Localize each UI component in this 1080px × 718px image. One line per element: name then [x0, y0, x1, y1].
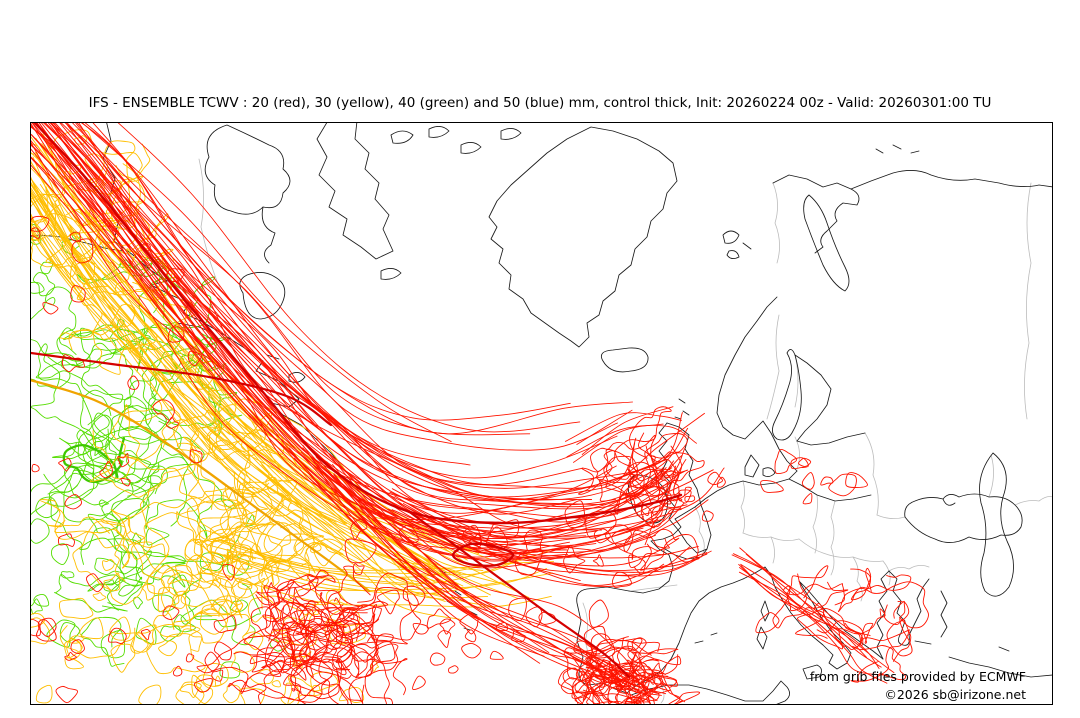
- map-frame: from grib files provided by ECMWF ©2026 …: [30, 122, 1053, 705]
- level-30-yellow-layer: [31, 129, 555, 704]
- control-member-layer: [31, 123, 683, 679]
- country-borders-layer: [122, 158, 1052, 704]
- credit-source: from grib files provided by ECMWF: [809, 669, 1026, 684]
- tcwv-ensemble-map: [31, 123, 1052, 704]
- chart-title: IFS - ENSEMBLE TCWV : 20 (red), 30 (yell…: [88, 95, 992, 111]
- credit-copyright: ©2026 sb@irizone.net: [884, 687, 1026, 702]
- level-20-red-layer: [31, 123, 929, 704]
